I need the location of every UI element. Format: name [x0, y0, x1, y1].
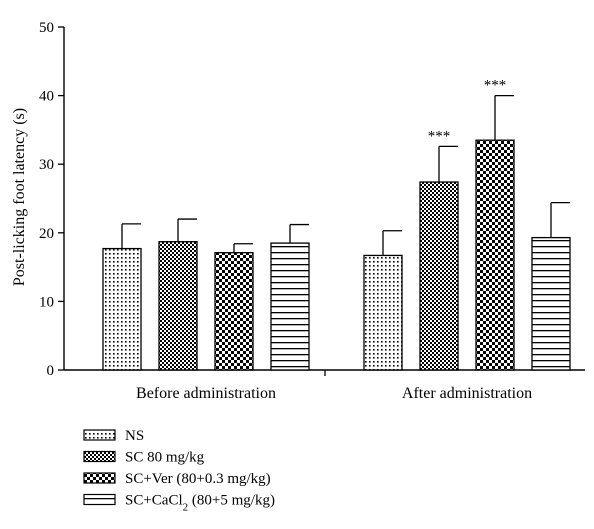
legend-entry: SC+Ver (80+0.3 mg/kg) [125, 471, 271, 487]
legend-swatch [83, 429, 116, 441]
bar [214, 252, 254, 371]
legend-swatch [83, 472, 116, 484]
bar [475, 139, 515, 371]
bar [363, 254, 403, 371]
legend-entry: SC+CaCl2 (80+5 mg/kg) [125, 493, 275, 514]
significance-marker: *** [484, 78, 507, 94]
y-axis-label: Post-licking foot latency (s) [11, 108, 28, 286]
legend-swatch [83, 450, 116, 463]
bar [419, 181, 459, 371]
y-tick-label: 20 [39, 226, 54, 242]
bar [270, 242, 310, 371]
legend-swatch [83, 493, 116, 506]
bar [102, 247, 142, 371]
legend-entry: NS [125, 428, 144, 444]
y-tick-label: 0 [47, 363, 55, 379]
y-tick-label: 10 [39, 294, 54, 310]
x-category-label: After administration [402, 385, 532, 402]
y-tick-label: 30 [39, 157, 54, 173]
axes: 0 10 20 30 40 50 [39, 20, 585, 379]
group-labels: Before administration After administratio… [136, 385, 532, 402]
x-category-label: Before administration [136, 385, 276, 402]
bars: *** *** [102, 78, 571, 371]
y-tick-label: 50 [39, 20, 54, 36]
bar [158, 241, 198, 371]
significance-marker: *** [428, 128, 451, 144]
bar [531, 236, 571, 371]
legend-entry: SC 80 mg/kg [125, 450, 205, 466]
legend: NS SC 80 mg/kg SC+Ver (80+0.3 mg/kg) SC+CaC… [83, 428, 275, 514]
y-tick-label: 40 [39, 89, 54, 105]
